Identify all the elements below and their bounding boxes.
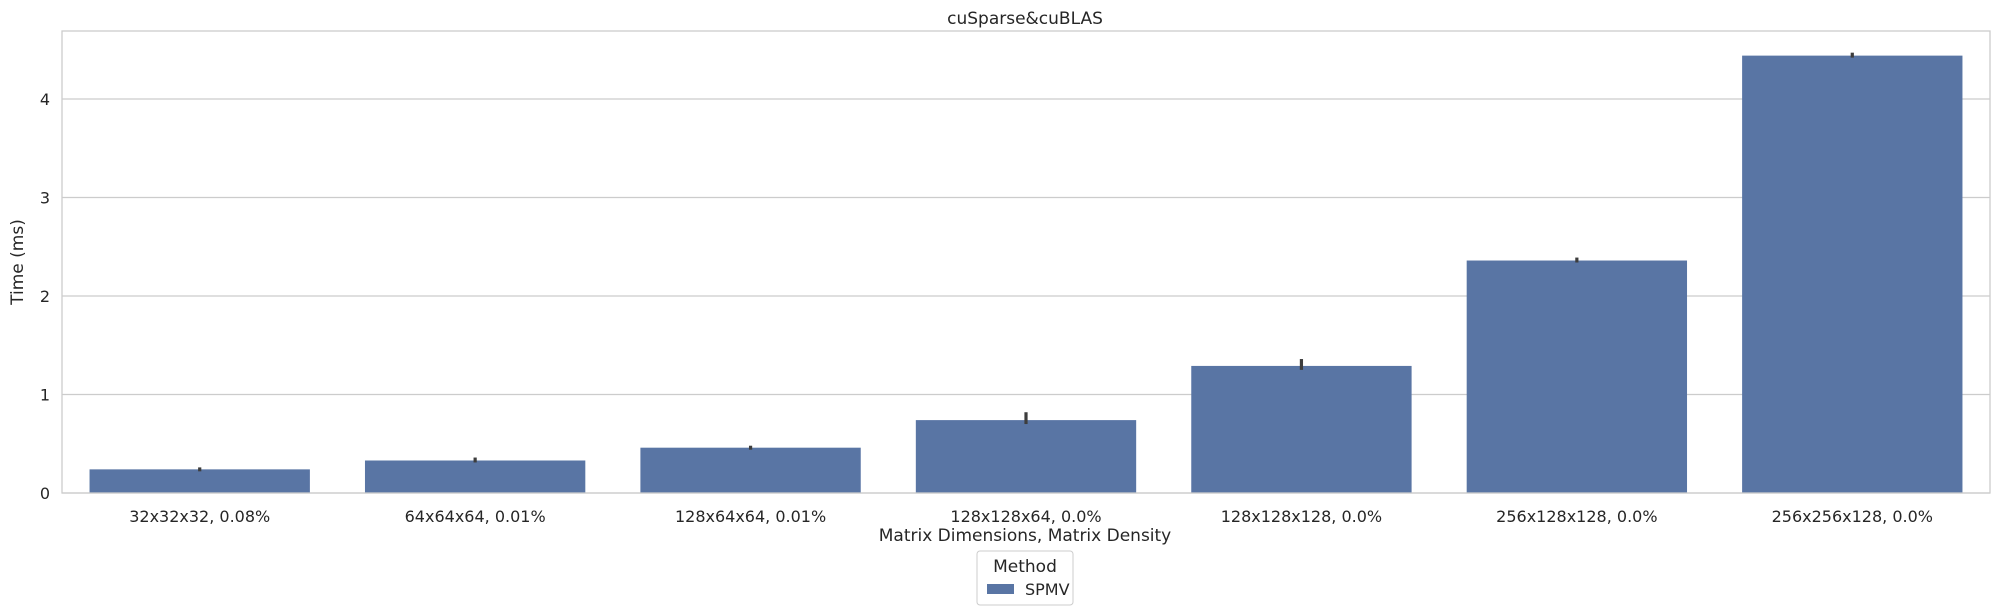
x-tick-label: 256x256x128, 0.0% [1772,507,1933,526]
y-tick-labels: 0 1 2 3 4 [40,90,50,503]
legend-swatch [987,584,1014,594]
y-axis-label: Time (ms) [8,219,28,306]
y-tick-label: 0 [40,484,50,503]
bars [89,55,1963,494]
chart-title: cuSparse&cuBLAS [947,9,1103,29]
x-tick-label: 128x128x128, 0.0% [1221,507,1382,526]
x-axis-label: Matrix Dimensions, Matrix Density [879,526,1172,546]
y-tick-label: 3 [40,188,50,207]
x-tick-label: 64x64x64, 0.01% [405,507,546,526]
x-tick-label: 256x128x128, 0.0% [1496,507,1657,526]
bar-5 [1466,260,1688,493]
x-tick-label: 128x128x64, 0.0% [950,507,1101,526]
legend-title: Method [993,557,1057,577]
y-tick-label: 2 [40,287,50,306]
bar-0 [89,469,310,493]
error-bars [198,52,1854,472]
x-tick-label: 128x64x64, 0.01% [675,507,826,526]
x-tick-labels: 32x32x32, 0.08% 64x64x64, 0.01% 128x64x64,… [129,507,1933,526]
y-tick-label: 1 [40,385,50,404]
legend-label-spmv: SPMV [1025,580,1070,599]
bar-3 [915,420,1137,493]
bar-2 [640,447,861,493]
bar-4 [1191,365,1412,493]
bar-6 [1742,55,1963,494]
legend: Method SPMV [976,550,1074,606]
x-tick-label: 32x32x32, 0.08% [129,507,270,526]
y-tick-label: 4 [40,90,50,109]
plot-frame [61,30,1991,494]
bar-1 [364,460,586,493]
